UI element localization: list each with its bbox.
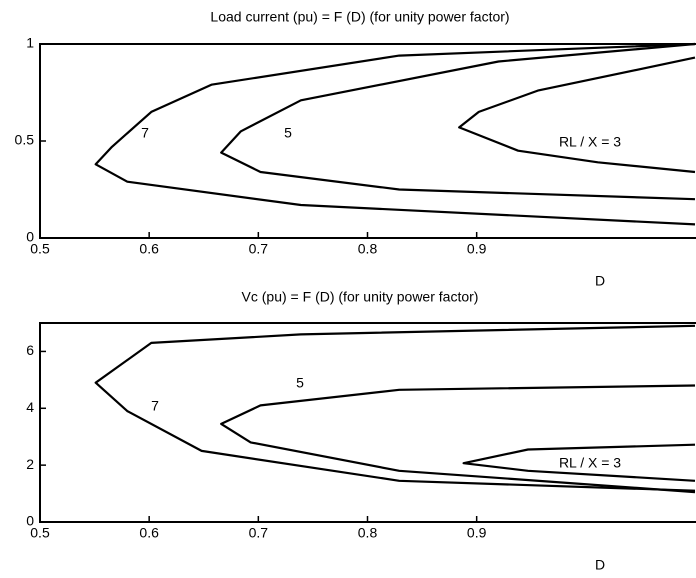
x-axis-label: D: [595, 557, 605, 573]
x-tick-label: 0.6: [139, 525, 159, 541]
y-tick-label: 4: [26, 399, 34, 415]
curve: [94, 42, 696, 226]
x-axis-label: D: [595, 273, 605, 289]
curve-label: RL / X = 3: [559, 455, 621, 471]
x-tick-label: 0.8: [358, 525, 378, 541]
curve: [220, 384, 696, 494]
plot-frame: [39, 322, 696, 523]
curve-label: 7: [151, 398, 159, 414]
curve: [462, 443, 696, 482]
y-tick-label: 6: [26, 342, 34, 358]
x-tick-label: 0.5: [30, 525, 50, 541]
x-tick-label: 0.7: [249, 525, 269, 541]
curve-label: RL / X = 3: [559, 134, 621, 150]
x-tick-label: 0.9: [467, 241, 487, 257]
curve: [94, 324, 696, 492]
chart-title: Vc (pu) = F (D) (for unity power factor): [242, 289, 479, 305]
y-tick-label: 0: [26, 229, 34, 245]
curve-label: 5: [284, 125, 292, 141]
y-tick-label: 1: [26, 35, 34, 51]
y-tick-label: 0.5: [15, 132, 35, 148]
chart-title: Load current (pu) = F (D) (for unity pow…: [210, 9, 509, 25]
x-tick-label: 0.5: [30, 241, 50, 257]
curve: [220, 42, 696, 201]
y-tick-label: 2: [26, 456, 34, 472]
x-tick-label: 0.8: [358, 241, 378, 257]
curve-label: 7: [141, 125, 149, 141]
curve: [458, 56, 696, 174]
y-tick-label: 0: [26, 513, 34, 529]
x-tick-label: 0.9: [467, 525, 487, 541]
curve-label: 5: [296, 375, 304, 391]
x-tick-label: 0.7: [249, 241, 269, 257]
x-tick-label: 0.6: [139, 241, 159, 257]
